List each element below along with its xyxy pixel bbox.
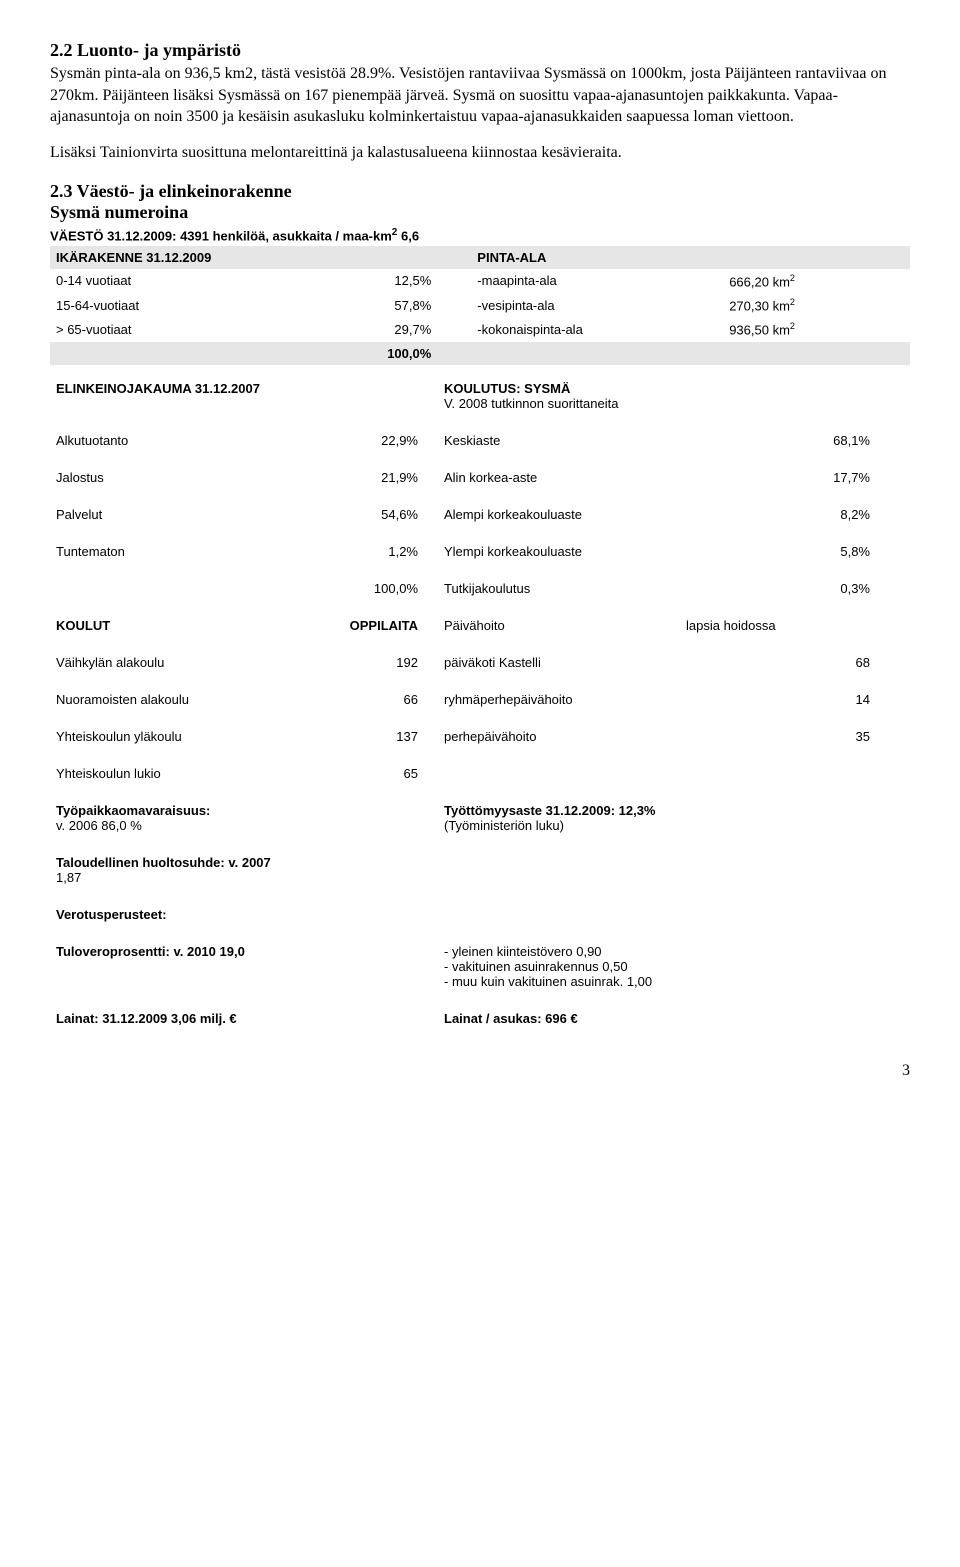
cell: 1,2% <box>302 538 438 565</box>
section-2-2-para-2: Lisäksi Tainionvirta suosittuna melontar… <box>50 142 910 164</box>
cell: Jalostus <box>50 464 302 491</box>
main-table: ELINKEINOJAKAUMA 31.12.2007 KOULUTUS: SY… <box>50 365 910 1042</box>
cell: 137 <box>302 723 438 750</box>
ika-cell: 12,5% <box>280 269 471 293</box>
cell: 0,3% <box>680 575 910 602</box>
elink-header: ELINKEINOJAKAUMA 31.12.2007 <box>50 375 302 417</box>
ika-cell: > 65-vuotiaat <box>50 317 280 341</box>
section-2-3-subtitle: Sysmä numeroina <box>50 202 910 223</box>
page-number: 3 <box>50 1062 910 1080</box>
ika-cell: -kokonaispinta-ala <box>471 317 723 341</box>
cell: 8,2% <box>680 501 910 528</box>
cell: 17,7% <box>680 464 910 491</box>
koulutus-header: KOULUTUS: SYSMÄ V. 2008 tutkinnon suorit… <box>438 375 680 417</box>
vaesto-text-b: 6,6 <box>397 229 419 244</box>
cell: Alempi korkeakouluaste <box>438 501 680 528</box>
cell: 21,9% <box>302 464 438 491</box>
cell: 68,1% <box>680 427 910 454</box>
ika-cell: 29,7% <box>280 317 471 341</box>
cell <box>680 760 910 787</box>
tulovero-cell: Tuloveroprosentti: v. 2010 19,0 <box>50 938 438 995</box>
verotus-header: Verotusperusteet: <box>50 901 438 928</box>
cell: 68 <box>680 649 910 676</box>
ika-header-left: IKÄRAKENNE 31.12.2009 <box>50 246 471 269</box>
cell: 66 <box>302 686 438 713</box>
cell <box>438 760 680 787</box>
oppilaita-header: OPPILAITA <box>302 612 438 639</box>
vaesto-text-a: VÄESTÖ 31.12.2009: 4391 henkilöä, asukka… <box>50 229 392 244</box>
vero-list: - yleinen kiinteistövero 0,90 - vakituin… <box>438 938 910 995</box>
cell: perhepäivähoito <box>438 723 680 750</box>
ika-cell: -maapinta-ala <box>471 269 723 293</box>
cell: 65 <box>302 760 438 787</box>
cell: Alkutuotanto <box>50 427 302 454</box>
cell: 192 <box>302 649 438 676</box>
cell: Alin korkea-aste <box>438 464 680 491</box>
cell: Palvelut <box>50 501 302 528</box>
huolto-cell: Taloudellinen huoltosuhde: v. 2007 1,87 <box>50 849 438 891</box>
cell: 22,9% <box>302 427 438 454</box>
cell: päiväkoti Kastelli <box>438 649 680 676</box>
cell: Yhteiskoulun yläkoulu <box>50 723 302 750</box>
cell: 5,8% <box>680 538 910 565</box>
ika-total: 100,0% <box>280 342 471 365</box>
cell: Väihkylän alakoulu <box>50 649 302 676</box>
cell: Tuntematon <box>50 538 302 565</box>
cell: 54,6% <box>302 501 438 528</box>
ika-table: IKÄRAKENNE 31.12.2009 PINTA-ALA 0-14 vuo… <box>50 246 910 365</box>
cell: 100,0% <box>302 575 438 602</box>
paivahoito-header: Päivähoito <box>438 612 680 639</box>
ika-header-right: PINTA-ALA <box>471 246 723 269</box>
cell: 35 <box>680 723 910 750</box>
ika-cell: 0-14 vuotiaat <box>50 269 280 293</box>
cell: Nuoramoisten alakoulu <box>50 686 302 713</box>
ika-cell: -vesipinta-ala <box>471 293 723 317</box>
lainat-left: Lainat: 31.12.2009 3,06 milj. € <box>50 1005 438 1032</box>
vaesto-header: VÄESTÖ 31.12.2009: 4391 henkilöä, asukka… <box>50 227 910 243</box>
ika-cell: 15-64-vuotiaat <box>50 293 280 317</box>
section-2-3-title: 2.3 Väestö- ja elinkeinorakenne <box>50 181 910 202</box>
cell: Yhteiskoulun lukio <box>50 760 302 787</box>
ika-cell: 270,30 km2 <box>723 293 910 317</box>
cell: 14 <box>680 686 910 713</box>
lainat-right: Lainat / asukas: 696 € <box>438 1005 910 1032</box>
cell: ryhmäperhepäivähoito <box>438 686 680 713</box>
ika-cell: 666,20 km2 <box>723 269 910 293</box>
tyopaikka-cell: Työpaikkaomavaraisuus: v. 2006 86,0 % <box>50 797 438 839</box>
cell: Keskiaste <box>438 427 680 454</box>
lapsia-header: lapsia hoidossa <box>680 612 910 639</box>
koulut-header: KOULUT <box>50 612 302 639</box>
cell: Tutkijakoulutus <box>438 575 680 602</box>
ika-cell: 936,50 km2 <box>723 317 910 341</box>
section-2-2-title: 2.2 Luonto- ja ympäristö <box>50 40 910 61</box>
cell <box>50 575 302 602</box>
tyottomyys-cell: Työttömyysaste 31.12.2009: 12,3% (Työmin… <box>438 797 910 839</box>
section-2-2-para-1: Sysmän pinta-ala on 936,5 km2, tästä ves… <box>50 63 910 128</box>
ika-cell: 57,8% <box>280 293 471 317</box>
cell: Ylempi korkeakouluaste <box>438 538 680 565</box>
